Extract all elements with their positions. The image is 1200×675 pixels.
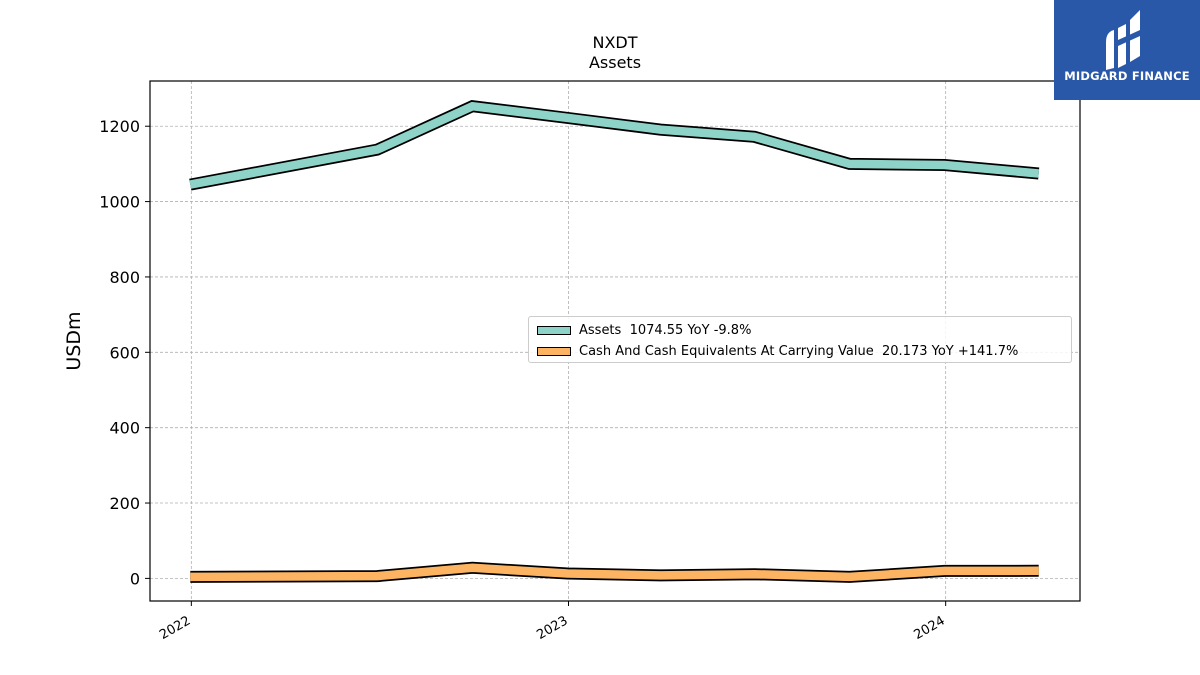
y-tick-label: 200 <box>109 494 140 513</box>
logo-mark-icon <box>1106 10 1140 70</box>
y-tick-label: 400 <box>109 419 140 438</box>
brand-logo: MIDGARD FINANCE <box>1054 0 1200 100</box>
x-tick-label: 2022 <box>157 613 193 643</box>
y-tick-label: 0 <box>130 569 140 588</box>
x-tick-label: 2023 <box>534 613 570 643</box>
y-tick-label: 600 <box>109 343 140 362</box>
legend-item-assets: Assets 1074.55 YoY -9.8% <box>537 322 751 338</box>
y-tick-label: 1000 <box>99 193 140 212</box>
y-axis-label: USDm <box>63 311 85 370</box>
legend: Assets 1074.55 YoY -9.8% Cash And Cash E… <box>528 316 1072 363</box>
x-ticks: 2022 2023 2024 <box>157 601 948 643</box>
series-line-outline-assets <box>189 100 1040 191</box>
y-ticks: 0 200 400 600 800 1000 1200 <box>99 117 150 588</box>
series-line-assets <box>189 101 1040 189</box>
chart-subtitle: Assets <box>588 53 642 72</box>
y-tick-label: 1200 <box>99 117 140 136</box>
y-tick-label: 800 <box>109 268 140 287</box>
brand-name: MIDGARD FINANCE <box>1064 69 1190 83</box>
legend-swatch-assets <box>537 325 571 335</box>
series-line-cash <box>190 563 1039 582</box>
chart-title: NXDT <box>592 33 638 52</box>
legend-label-assets: Assets 1074.55 YoY -9.8% <box>579 322 752 338</box>
plot-frame <box>149 80 1081 602</box>
legend-swatch-cash <box>537 346 571 356</box>
legend-item-cash: Cash And Cash Equivalents At Carrying Va… <box>537 343 1018 359</box>
series-layer <box>189 100 1040 583</box>
x-tick-label: 2024 <box>912 613 948 643</box>
legend-label-cash: Cash And Cash Equivalents At Carrying Va… <box>579 343 1019 359</box>
